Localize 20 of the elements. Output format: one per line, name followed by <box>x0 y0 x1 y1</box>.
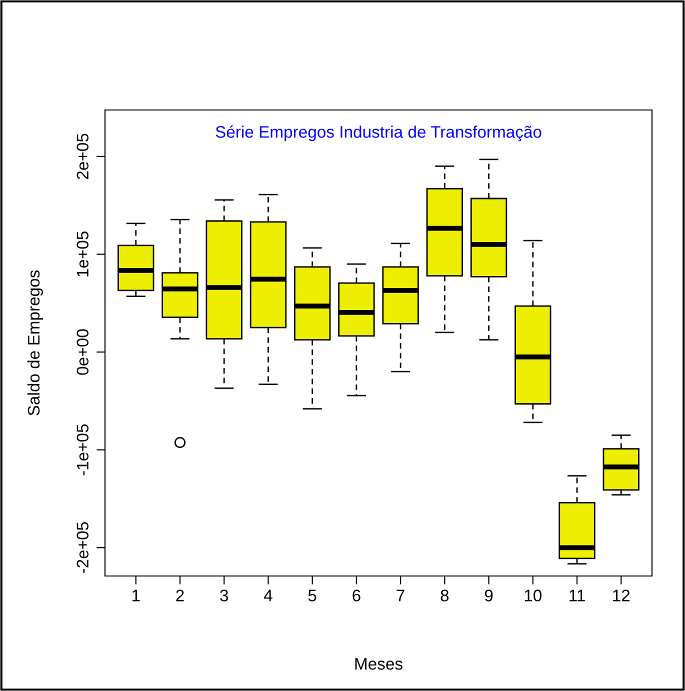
x-tick-label: 6 <box>352 590 360 602</box>
x-tick-label: 11 <box>570 590 585 602</box>
y-tick-label: -1e+05 <box>76 424 89 476</box>
y-axis-title: Saldo de Empregos <box>27 270 43 416</box>
x-tick-label: 5 <box>308 590 316 602</box>
x-tick-label: 3 <box>220 590 228 602</box>
x-axis-title: Meses <box>355 658 402 670</box>
y-tick-label: 0e+00 <box>76 329 89 375</box>
x-tick-label: 4 <box>264 590 272 602</box>
x-tick-label: 10 <box>524 590 542 602</box>
text: Série Empregos Industria de Transformação <box>216 125 542 142</box>
x-tick-label: 8 <box>440 590 449 602</box>
x-tick-label: 7 <box>396 590 404 602</box>
y-tick-label: 2e+05 <box>76 134 89 180</box>
x-tick-label: 12 <box>613 590 630 602</box>
y-tick-label: -2e+05 <box>76 522 89 574</box>
x-tick-label: 9 <box>484 590 493 602</box>
x-tick-label: 1 <box>132 590 140 602</box>
y-tick-label: 1e+05 <box>76 232 89 276</box>
x-tick-label: 2 <box>176 590 184 602</box>
